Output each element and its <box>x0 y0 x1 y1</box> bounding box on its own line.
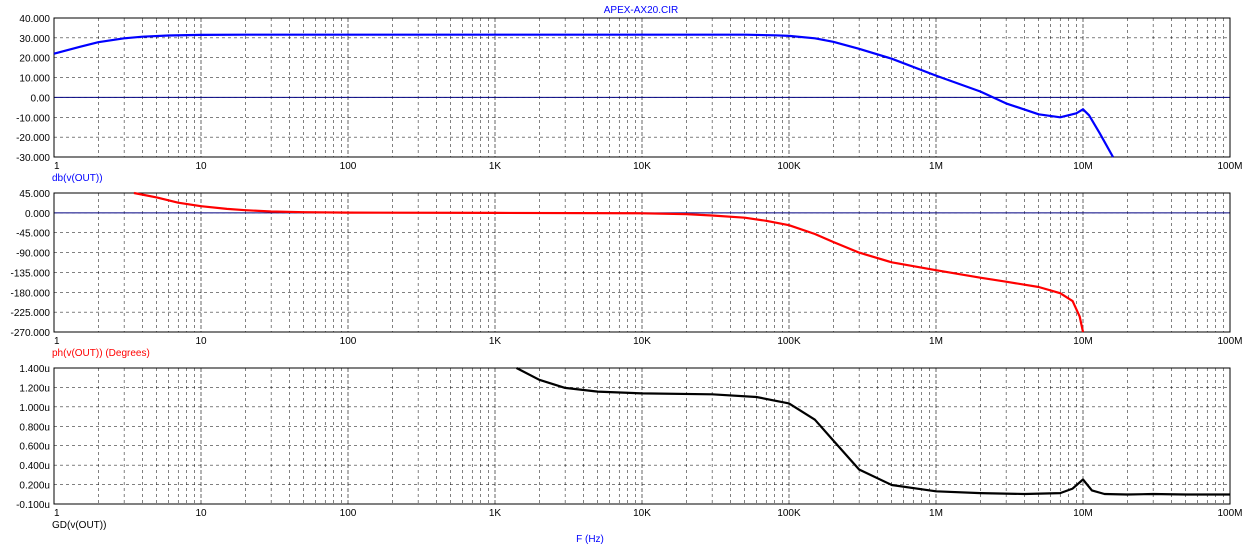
y-tick-label: -10.000 <box>16 113 50 124</box>
group-delay-curve <box>515 367 1230 496</box>
x-tick-label: 100 <box>340 336 357 347</box>
x-tick-label: 1K <box>489 161 502 172</box>
x-tick-label: 100K <box>777 508 801 519</box>
x-tick-label: 10M <box>1073 161 1092 172</box>
phase-curve <box>133 191 1085 333</box>
x-tick-label: 1K <box>489 336 502 347</box>
magnitude-curve <box>53 33 1114 158</box>
x-tick-label: 1M <box>929 336 943 347</box>
y-tick-label: -0.100u <box>16 500 50 511</box>
x-tick-label: 10 <box>195 508 207 519</box>
x-tick-label: 1K <box>489 508 502 519</box>
y-tick-label: 30.000 <box>19 34 50 45</box>
x-tick-label: 1M <box>929 161 943 172</box>
x-tick-label: 100 <box>340 161 357 172</box>
y-tick-label: 40.000 <box>19 14 50 25</box>
y-tick-label: 0.200u <box>19 481 50 492</box>
y-tick-label: -20.000 <box>16 133 50 144</box>
plot-frame <box>53 367 1231 505</box>
chart-title: APEX-AX20.CIR <box>604 5 678 16</box>
y-tick-label: 0.000 <box>25 209 50 220</box>
x-axis-label: F (Hz) <box>576 534 604 545</box>
x-tick-label: 10 <box>195 161 207 172</box>
x-tick-label: 1 <box>54 508 60 519</box>
group-delay-label: GD(v(OUT)) <box>52 520 106 531</box>
y-tick-label: 1.400u <box>19 364 50 375</box>
x-tick-label: 100K <box>777 336 801 347</box>
x-tick-label: 1M <box>929 508 943 519</box>
group-delay-panel: 1.400u 1.200u 1.000u 0.800u 0.600u 0.400u 0.20… <box>16 364 1242 531</box>
y-tick-label: -135.000 <box>11 268 51 279</box>
magnitude-label: db(v(OUT)) <box>52 173 103 184</box>
y-tick-label: 0.600u <box>19 442 50 453</box>
y-tick-label: 0.00 <box>31 93 51 104</box>
y-tick-label: -30.000 <box>16 153 50 164</box>
x-tick-label: 10 <box>195 336 207 347</box>
y-tick-label: -225.000 <box>11 308 51 319</box>
x-tick-label: 10M <box>1073 336 1092 347</box>
x-tick-label: 100M <box>1217 161 1242 172</box>
x-tick-label: 100M <box>1217 336 1242 347</box>
x-tick-label: 100M <box>1217 508 1242 519</box>
y-tick-label: -180.000 <box>11 288 51 299</box>
x-tick-label: 10K <box>633 508 651 519</box>
x-tick-label: 1 <box>54 161 60 172</box>
y-tick-label: 45.000 <box>19 189 50 200</box>
y-tick-label: 1.000u <box>19 403 50 414</box>
y-tick-label: 0.400u <box>19 461 50 472</box>
x-tick-label: 1 <box>54 336 60 347</box>
y-tick-label: 0.800u <box>19 422 50 433</box>
plot-frame <box>53 17 1231 158</box>
x-tick-label: 10K <box>633 161 651 172</box>
y-tick-label: -45.000 <box>16 229 50 240</box>
x-tick-label: 10M <box>1073 508 1092 519</box>
phase-panel: 45.000 0.000 -45.000 -90.000 -135.000 -180.00… <box>11 189 1243 359</box>
plot-frame <box>53 192 1231 333</box>
y-tick-label: 10.000 <box>19 74 50 85</box>
y-tick-label: -270.000 <box>11 328 51 339</box>
y-tick-label: 1.200u <box>19 383 50 394</box>
y-tick-label: -90.000 <box>16 249 50 260</box>
y-tick-label: 20.000 <box>19 54 50 65</box>
phase-label: ph(v(OUT)) (Degrees) <box>52 348 150 359</box>
x-tick-label: 100 <box>340 508 357 519</box>
x-tick-label: 100K <box>777 161 801 172</box>
x-tick-label: 10K <box>633 336 651 347</box>
magnitude-panel: 40.000 30.000 20.000 10.000 0.00 -10.000 -20.0… <box>16 14 1242 184</box>
